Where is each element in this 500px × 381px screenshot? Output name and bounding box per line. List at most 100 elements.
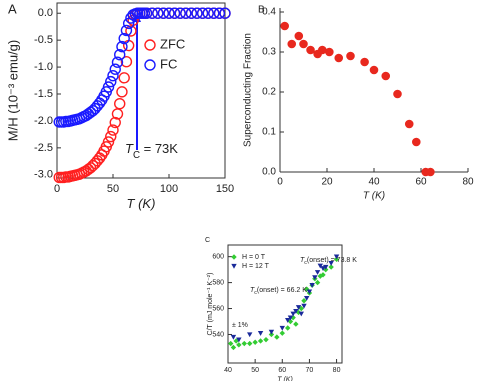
y-tick-label: 0.4: [262, 7, 276, 18]
x-tick-label: 50: [251, 367, 259, 374]
y-tick-label: 580: [212, 279, 224, 286]
x-tick-label: 60: [278, 367, 286, 374]
marker: [298, 311, 304, 317]
marker: [279, 330, 285, 336]
marker: [333, 254, 340, 260]
marker: [140, 7, 153, 19]
marker: [325, 47, 334, 57]
annotation-part: = 73K: [140, 141, 178, 156]
marker: [105, 130, 117, 143]
marker: [412, 137, 421, 147]
annotation-part: T: [250, 287, 255, 294]
marker: [304, 296, 310, 301]
marker: [174, 7, 186, 19]
marker: [109, 63, 121, 75]
marker: [120, 24, 133, 37]
marker: [105, 75, 117, 88]
marker: [247, 340, 253, 347]
marker: [294, 31, 304, 41]
marker: [318, 45, 327, 55]
y-tick-label: 0.3: [262, 47, 276, 58]
marker: [116, 40, 128, 53]
y-tick-label: 0.2: [262, 87, 276, 98]
marker: [107, 69, 119, 82]
annotation-part: C: [133, 150, 140, 161]
annotation-part: (onset) = 73.8 K: [307, 257, 357, 264]
marker: [118, 72, 130, 84]
marker: [125, 25, 137, 37]
marker: [231, 263, 237, 269]
y-tick-label: 540: [212, 331, 224, 338]
marker: [314, 270, 321, 275]
y-tick-label: 600: [212, 254, 224, 261]
y-tick-label: 0.0: [262, 167, 276, 178]
marker: [346, 51, 355, 61]
y-tick-label: 0.1: [262, 127, 276, 138]
marker: [274, 334, 280, 340]
marker: [191, 7, 203, 19]
legend-label: FC: [160, 56, 177, 71]
marker: [320, 266, 326, 272]
marker: [301, 298, 307, 304]
x-tick-label: 60: [415, 177, 427, 188]
y-tick-label: -1.0: [34, 61, 53, 73]
marker: [306, 289, 313, 295]
annotation-part: (onset) = 66.2 K: [257, 287, 307, 294]
marker: [208, 7, 220, 19]
y-tick-label: -0.5: [34, 34, 53, 46]
marker: [285, 325, 291, 331]
marker: [109, 116, 121, 129]
marker: [306, 45, 315, 55]
y-tick-label: 560: [212, 305, 224, 312]
marker: [280, 21, 290, 31]
x-tick-label: 20: [321, 177, 333, 188]
marker: [118, 32, 130, 45]
x-tick-label: 40: [224, 367, 232, 374]
marker: [301, 303, 307, 309]
marker: [404, 119, 414, 129]
y-tick-label: 0.0: [38, 7, 53, 19]
panel-label: B: [258, 5, 265, 16]
marker: [312, 275, 318, 281]
marker: [122, 17, 135, 30]
marker: [144, 39, 156, 51]
marker: [247, 332, 253, 338]
marker: [144, 59, 156, 71]
x-tick-label: 100: [160, 183, 178, 195]
marker: [293, 321, 299, 327]
marker: [323, 264, 329, 270]
marker: [120, 55, 133, 68]
marker: [116, 86, 128, 98]
annotation: ± 1%: [232, 322, 248, 329]
annotation: Tc(onset) = 73.8 K: [300, 257, 357, 267]
marker: [268, 329, 275, 335]
marker: [241, 340, 247, 347]
marker: [114, 48, 126, 61]
marker: [236, 342, 242, 348]
marker: [381, 71, 391, 81]
marker: [334, 53, 344, 63]
marker: [152, 7, 164, 19]
y-axis-label: M/H (10⁻³ emu/g): [5, 40, 20, 142]
x-tick-label: 70: [306, 367, 314, 374]
x-tick-label: 0: [54, 183, 60, 195]
marker: [295, 305, 302, 310]
marker: [107, 124, 119, 136]
marker: [180, 7, 192, 19]
x-tick-label: 80: [333, 367, 341, 374]
panel-label: A: [8, 1, 17, 16]
marker: [328, 260, 334, 266]
legend-label: H = 0 T: [242, 254, 266, 261]
x-axis-label: T (K): [277, 377, 293, 381]
marker: [163, 7, 175, 19]
marker: [257, 338, 264, 344]
marker: [228, 340, 234, 347]
marker: [185, 7, 198, 19]
x-tick-label: 150: [216, 183, 234, 195]
marker: [114, 97, 126, 110]
y-tick-label: -2.0: [34, 115, 53, 127]
marker: [230, 344, 237, 351]
marker: [257, 331, 264, 336]
marker: [290, 311, 296, 317]
marker: [426, 167, 435, 177]
